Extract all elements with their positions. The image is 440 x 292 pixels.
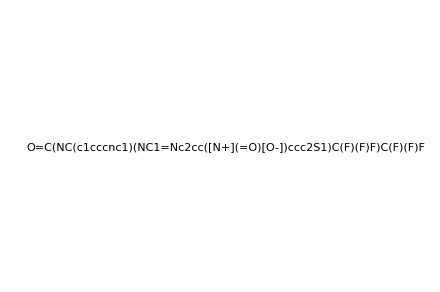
- Text: O=C(NC(c1cccnc1)(NC1=Nc2cc([N+](=O)[O-])ccc2S1)C(F)(F)F)C(F)(F)F: O=C(NC(c1cccnc1)(NC1=Nc2cc([N+](=O)[O-])…: [26, 142, 425, 152]
